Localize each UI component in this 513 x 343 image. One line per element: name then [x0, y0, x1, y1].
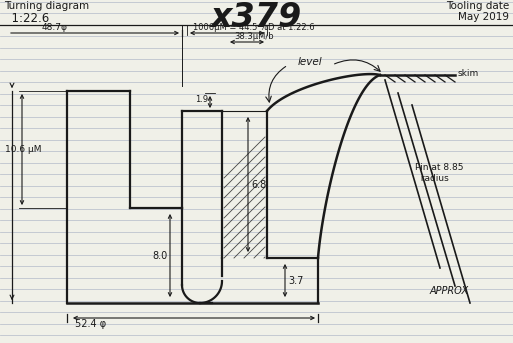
Text: Pin at 8.85
  radius: Pin at 8.85 radius [415, 163, 464, 183]
Text: level: level [298, 57, 322, 67]
Text: 3.7: 3.7 [288, 276, 303, 286]
Text: 1.9: 1.9 [195, 95, 208, 105]
Text: APPROX: APPROX [430, 286, 469, 296]
Text: 8.0: 8.0 [153, 251, 168, 261]
Text: 52.4 φ: 52.4 φ [75, 319, 106, 329]
Text: May 2019: May 2019 [458, 12, 509, 22]
Text: skim: skim [458, 69, 479, 78]
Text: 1006μM = 44.5 %D at 1:22.6: 1006μM = 44.5 %D at 1:22.6 [193, 23, 315, 32]
Text: x379: x379 [210, 1, 302, 34]
Text: 1:22.6: 1:22.6 [4, 12, 49, 25]
Text: Turning diagram: Turning diagram [4, 1, 89, 11]
Text: 38.3μM/b: 38.3μM/b [234, 32, 274, 41]
Text: 6.8: 6.8 [251, 180, 266, 190]
Text: 10.6 μM: 10.6 μM [5, 145, 42, 154]
Text: Tooling date: Tooling date [446, 1, 509, 11]
Text: 48.7φ: 48.7φ [42, 23, 68, 32]
